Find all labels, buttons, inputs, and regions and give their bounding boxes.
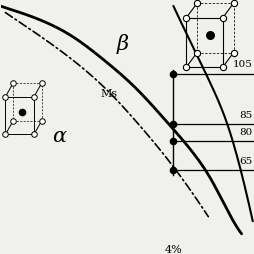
Text: 85: 85 [239, 110, 252, 119]
Text: 80: 80 [239, 128, 252, 137]
Text: Ms: Ms [100, 89, 117, 99]
Text: 4%: 4% [164, 244, 182, 253]
Text: 105: 105 [232, 60, 252, 69]
Text: 65: 65 [239, 156, 252, 165]
Text: α: α [52, 126, 66, 145]
Text: β: β [116, 34, 128, 53]
